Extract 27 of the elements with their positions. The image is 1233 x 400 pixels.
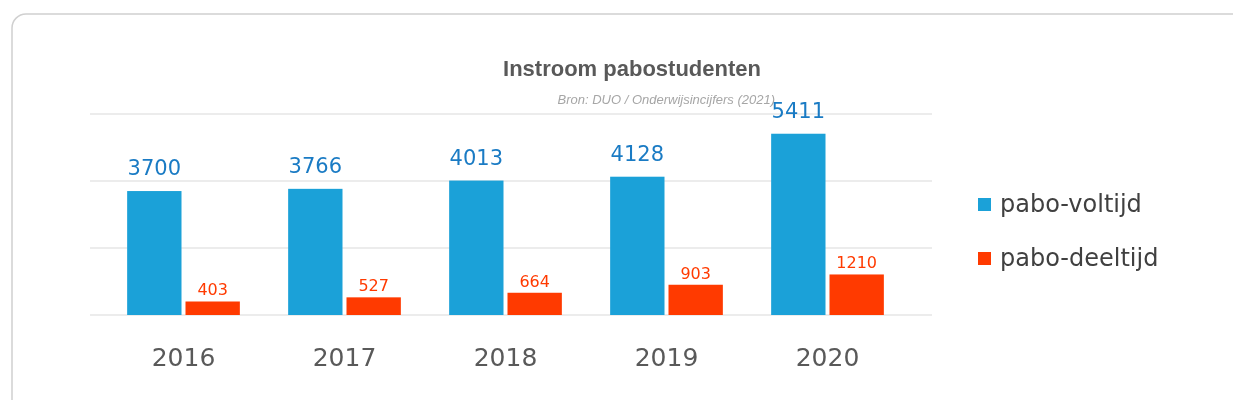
data-label: 664 bbox=[519, 271, 550, 291]
data-label: 3700 bbox=[127, 156, 182, 181]
legend-label: pabo-deeltijd bbox=[1000, 244, 1159, 272]
data-label: 403 bbox=[197, 280, 228, 300]
x-tick-label: 2017 bbox=[312, 343, 377, 372]
x-tick-label: 2018 bbox=[473, 343, 538, 372]
chart-title: Instroom pabostudenten bbox=[503, 56, 761, 81]
legend-label: pabo-voltijd bbox=[1000, 190, 1142, 218]
bar bbox=[449, 180, 504, 315]
bar bbox=[346, 297, 401, 315]
bar bbox=[668, 284, 723, 315]
x-tick-label: 2019 bbox=[634, 343, 699, 372]
data-label: 1210 bbox=[836, 253, 878, 273]
bar bbox=[610, 176, 665, 315]
bar bbox=[127, 191, 182, 315]
data-label: 4128 bbox=[610, 141, 665, 166]
bar bbox=[771, 133, 826, 315]
bar bbox=[507, 292, 562, 315]
bar bbox=[829, 274, 884, 315]
data-label: 527 bbox=[358, 276, 389, 296]
data-label: 903 bbox=[680, 263, 711, 283]
x-tick-label: 2016 bbox=[151, 343, 216, 372]
bar bbox=[185, 301, 240, 315]
x-tick-label: 2020 bbox=[795, 343, 860, 372]
bar bbox=[288, 188, 343, 315]
data-label: 3766 bbox=[288, 153, 343, 178]
data-label: 4013 bbox=[449, 145, 504, 170]
